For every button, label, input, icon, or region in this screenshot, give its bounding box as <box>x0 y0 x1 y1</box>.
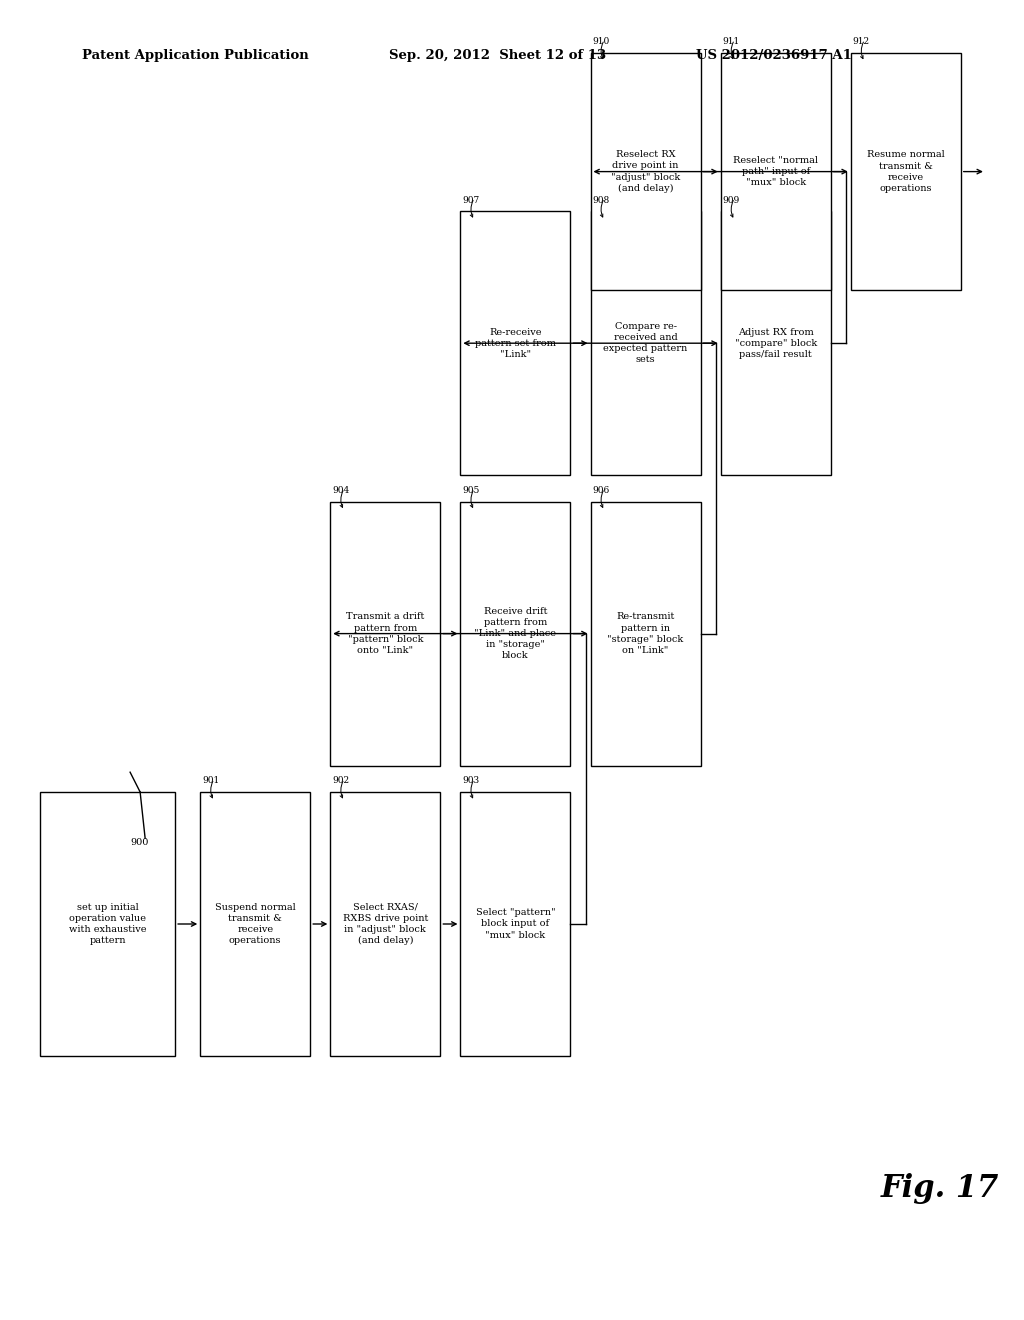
FancyBboxPatch shape <box>331 792 440 1056</box>
Text: Reselect "normal
path" input of
"mux" block: Reselect "normal path" input of "mux" bl… <box>733 156 818 187</box>
FancyBboxPatch shape <box>331 502 440 766</box>
Text: 912: 912 <box>853 37 869 46</box>
Text: 903: 903 <box>463 776 479 785</box>
Text: 900: 900 <box>130 838 148 847</box>
FancyBboxPatch shape <box>851 53 961 290</box>
Text: Receive drift
pattern from
"Link" and place
in "storage"
block: Receive drift pattern from "Link" and pl… <box>474 607 556 660</box>
Text: Compare re-
received and
expected pattern
sets: Compare re- received and expected patter… <box>603 322 688 364</box>
Text: 910: 910 <box>593 37 609 46</box>
Text: 902: 902 <box>332 776 349 785</box>
Text: 908: 908 <box>593 195 609 205</box>
Text: 911: 911 <box>723 37 740 46</box>
Text: 909: 909 <box>723 195 740 205</box>
Text: 904: 904 <box>332 486 349 495</box>
FancyBboxPatch shape <box>721 211 830 475</box>
FancyBboxPatch shape <box>591 502 700 766</box>
Text: US 2012/0236917 A1: US 2012/0236917 A1 <box>696 49 852 62</box>
Text: set up initial
operation value
with exhaustive
pattern: set up initial operation value with exha… <box>69 903 146 945</box>
Text: Patent Application Publication: Patent Application Publication <box>82 49 308 62</box>
Text: Select "pattern"
block input of
"mux" block: Select "pattern" block input of "mux" bl… <box>475 908 555 940</box>
Text: Re-receive
pattern set from
"Link": Re-receive pattern set from "Link" <box>475 327 556 359</box>
Text: Fig. 17: Fig. 17 <box>881 1172 999 1204</box>
FancyBboxPatch shape <box>461 502 570 766</box>
Text: Re-transmit
pattern in
"storage" block
on "Link": Re-transmit pattern in "storage" block o… <box>607 612 684 655</box>
Text: Select RXAS/
RXBS drive point
in "adjust" block
(and delay): Select RXAS/ RXBS drive point in "adjust… <box>343 903 428 945</box>
Text: Adjust RX from
"compare" block
pass/fail result: Adjust RX from "compare" block pass/fail… <box>734 327 817 359</box>
Text: Suspend normal
transmit &
receive
operations: Suspend normal transmit & receive operat… <box>215 903 296 945</box>
FancyBboxPatch shape <box>40 792 175 1056</box>
Text: 901: 901 <box>202 776 219 785</box>
Text: Transmit a drift
pattern from
"pattern" block
onto "Link": Transmit a drift pattern from "pattern" … <box>346 612 425 655</box>
FancyBboxPatch shape <box>591 211 700 475</box>
FancyBboxPatch shape <box>200 792 310 1056</box>
Text: Reselect RX
drive point in
"adjust" block
(and delay): Reselect RX drive point in "adjust" bloc… <box>611 150 680 193</box>
FancyBboxPatch shape <box>461 792 570 1056</box>
Text: 907: 907 <box>463 195 479 205</box>
Text: Sep. 20, 2012  Sheet 12 of 13: Sep. 20, 2012 Sheet 12 of 13 <box>389 49 606 62</box>
Text: 906: 906 <box>593 486 609 495</box>
FancyBboxPatch shape <box>461 211 570 475</box>
Text: Resume normal
transmit &
receive
operations: Resume normal transmit & receive operati… <box>867 150 945 193</box>
Text: 905: 905 <box>463 486 480 495</box>
FancyBboxPatch shape <box>721 53 830 290</box>
FancyBboxPatch shape <box>591 53 700 290</box>
